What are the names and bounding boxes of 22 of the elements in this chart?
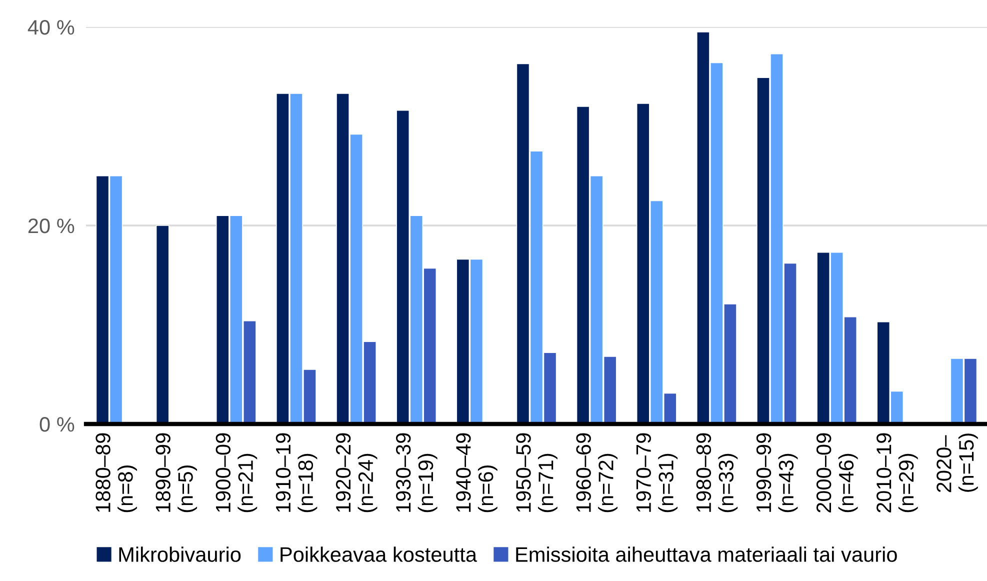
x-tick-label: 1970–79 (n=31) xyxy=(636,433,678,512)
x-tick-label: 1940–49 (n=6) xyxy=(456,433,498,512)
x-tick-label: 1990–99 (n=43) xyxy=(756,433,798,512)
x-tick-label: 1930–39 (n=19) xyxy=(396,433,438,512)
x-tick-label: 1900–09 (n=21) xyxy=(216,433,258,512)
x-tick-label: 2010–19 (n=29) xyxy=(876,433,918,512)
legend-label: Mikrobivaurio xyxy=(119,546,241,562)
y-tick-label: 20 % xyxy=(28,218,74,234)
y-tick-label: 0 % xyxy=(40,417,74,432)
x-tick-label: 1960–69 (n=72) xyxy=(576,433,618,512)
x-tick-label: 1980–89 (n=33) xyxy=(696,433,738,512)
x-tick-label: 2020– (n=15) xyxy=(936,434,978,492)
x-tick-label: 1890–99 (n=5) xyxy=(156,433,198,512)
legend-label: Poikkeavaa kosteutta xyxy=(280,546,477,562)
x-tick-label: 1880–89 (n=8) xyxy=(96,433,137,512)
bar xyxy=(156,225,170,424)
x-tick-label: 1910–19 (n=18) xyxy=(276,433,318,512)
y-tick-label: 40 % xyxy=(28,20,74,35)
x-tick-label: 1920–29 (n=24) xyxy=(336,433,378,512)
x-tick-label: 1950–59 (n=71) xyxy=(516,433,558,512)
legend-label: Emissioita aiheuttava materiaali tai vaurio xyxy=(516,546,897,562)
x-tick-label: 2000–09 (n=46) xyxy=(816,433,858,512)
